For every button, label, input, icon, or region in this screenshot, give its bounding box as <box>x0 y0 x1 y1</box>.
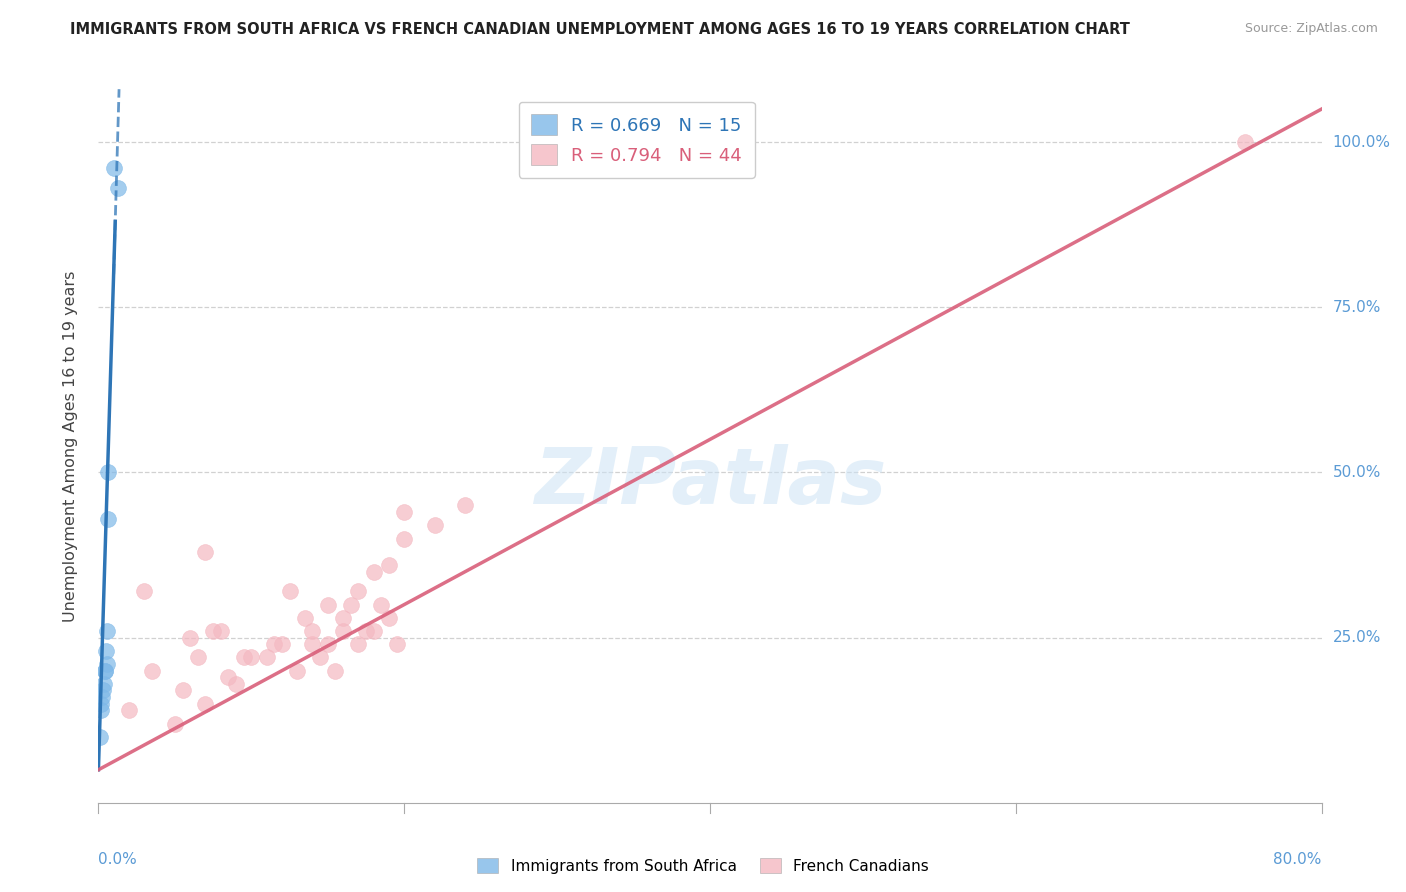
Point <box>179 631 201 645</box>
Point <box>278 584 301 599</box>
Point <box>301 637 323 651</box>
Point <box>232 650 254 665</box>
Point <box>90 697 112 711</box>
Point <box>118 703 141 717</box>
Text: ZIPatlas: ZIPatlas <box>534 443 886 520</box>
Point <box>91 683 114 698</box>
Point <box>378 611 401 625</box>
Point <box>263 637 285 651</box>
Point <box>103 161 125 176</box>
Legend: R = 0.669   N = 15, R = 0.794   N = 44: R = 0.669 N = 15, R = 0.794 N = 44 <box>519 102 755 178</box>
Point <box>370 598 392 612</box>
Text: Source: ZipAtlas.com: Source: ZipAtlas.com <box>1244 22 1378 36</box>
Point <box>347 584 370 599</box>
Point <box>240 650 263 665</box>
Point <box>94 664 117 678</box>
Point <box>209 624 232 638</box>
Point <box>339 598 361 612</box>
Text: 100.0%: 100.0% <box>1333 135 1391 150</box>
Point <box>93 677 115 691</box>
Point <box>270 637 294 651</box>
Point <box>163 716 186 731</box>
Point <box>107 181 129 195</box>
Point <box>1234 135 1257 149</box>
Point <box>134 584 156 599</box>
Text: IMMIGRANTS FROM SOUTH AFRICA VS FRENCH CANADIAN UNEMPLOYMENT AMONG AGES 16 TO 19: IMMIGRANTS FROM SOUTH AFRICA VS FRENCH C… <box>70 22 1130 37</box>
Text: 50.0%: 50.0% <box>1333 465 1381 480</box>
Point <box>378 558 401 572</box>
Point <box>217 670 239 684</box>
Point <box>316 598 339 612</box>
Point <box>363 624 385 638</box>
Point <box>90 703 112 717</box>
Point <box>94 644 117 658</box>
Point <box>454 499 477 513</box>
Point <box>225 677 247 691</box>
Point <box>301 624 323 638</box>
Text: 75.0%: 75.0% <box>1333 300 1381 315</box>
Point <box>316 637 339 651</box>
Point <box>385 637 408 651</box>
Point <box>194 697 217 711</box>
Point <box>285 664 308 678</box>
Point <box>309 650 332 665</box>
Point <box>172 683 194 698</box>
Point <box>96 657 118 671</box>
Point <box>91 690 114 704</box>
Point <box>96 624 118 638</box>
Point <box>325 664 347 678</box>
Point <box>363 565 385 579</box>
Point <box>202 624 225 638</box>
Point <box>97 466 120 480</box>
Point <box>332 611 354 625</box>
Text: 25.0%: 25.0% <box>1333 630 1381 645</box>
Point <box>187 650 209 665</box>
Point <box>423 518 446 533</box>
Point <box>194 545 217 559</box>
Point <box>392 505 416 519</box>
Point <box>347 637 370 651</box>
Text: 0.0%: 0.0% <box>98 853 138 867</box>
Text: 80.0%: 80.0% <box>1274 853 1322 867</box>
Point <box>89 730 111 744</box>
Legend: Immigrants from South Africa, French Canadians: Immigrants from South Africa, French Can… <box>471 852 935 880</box>
Point <box>294 611 316 625</box>
Point <box>141 664 163 678</box>
Point <box>392 532 416 546</box>
Point <box>97 511 120 525</box>
Point <box>354 624 377 638</box>
Y-axis label: Unemployment Among Ages 16 to 19 years: Unemployment Among Ages 16 to 19 years <box>63 270 77 622</box>
Point <box>93 664 115 678</box>
Point <box>332 624 354 638</box>
Point <box>256 650 278 665</box>
